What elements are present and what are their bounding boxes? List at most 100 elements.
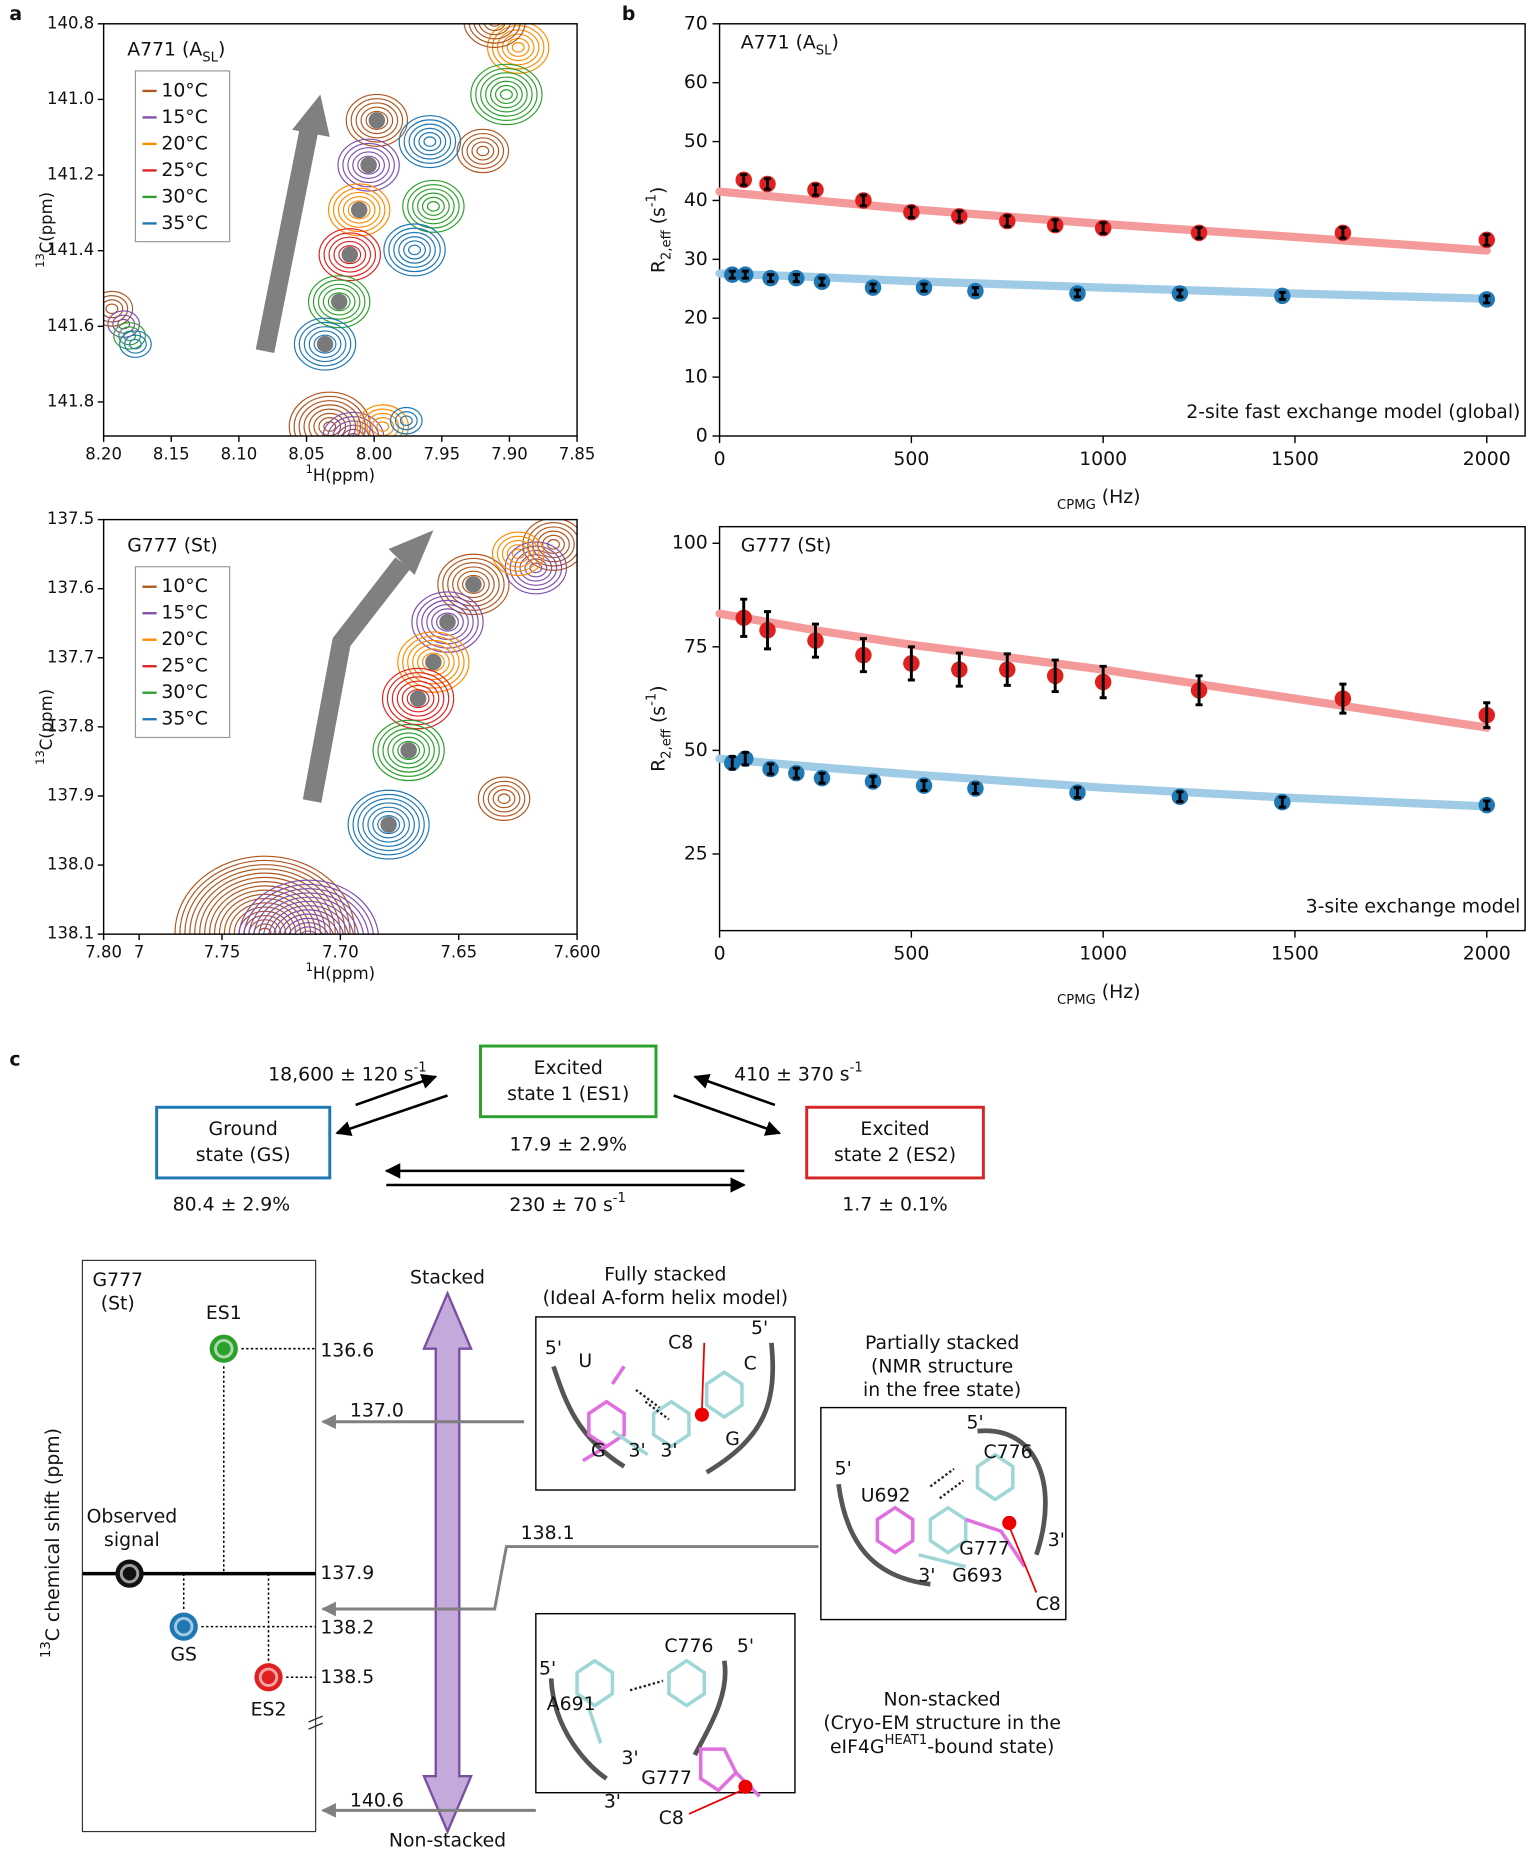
contour [288, 391, 371, 436]
contour [487, 784, 521, 813]
superscript: -1 [644, 693, 659, 706]
text-run: (Hz) [1096, 487, 1141, 508]
shift-diagram-layout [81, 1073, 1067, 1835]
contour [317, 283, 361, 320]
error-bar [1176, 288, 1184, 299]
contour [496, 29, 540, 66]
error-bar [1051, 658, 1059, 694]
error-bar [1099, 221, 1107, 235]
contour [376, 421, 390, 432]
error-bar [728, 269, 736, 280]
structure-caption: (NMR structure [871, 1356, 1013, 1377]
x-tick-label: 500 [893, 944, 929, 965]
arrow-shift: 138.1 [521, 1523, 575, 1544]
x-tick-label: 8.10 [221, 444, 258, 463]
contour [253, 923, 277, 935]
residue-tag: 5' [967, 1412, 984, 1433]
legend-label: 35°C [161, 213, 208, 234]
y-tick-label: 60 [684, 72, 708, 93]
contour [327, 183, 391, 237]
contour [332, 187, 386, 233]
contour [312, 279, 366, 324]
contour [360, 106, 394, 135]
superscript: HEAT1 [885, 1732, 928, 1747]
contour [398, 115, 462, 169]
shift-value: 138.2 [320, 1617, 374, 1638]
contour [313, 334, 337, 354]
residue-tag: C [744, 1354, 757, 1375]
contour [492, 789, 516, 809]
contour [228, 902, 302, 935]
contour [204, 881, 326, 935]
contour [398, 236, 431, 264]
contour [377, 723, 440, 777]
contour [303, 935, 315, 944]
text-run: G777 (St) [127, 535, 218, 556]
contour [345, 93, 409, 147]
error-bar [818, 276, 826, 287]
contour [342, 196, 376, 224]
spectrum-contours [174, 519, 578, 944]
residue-tag: G777 [959, 1538, 1010, 1559]
contour [418, 132, 442, 152]
contour [417, 648, 450, 676]
error-bar [811, 622, 820, 659]
contour [303, 326, 347, 363]
contour [362, 802, 415, 847]
contour [113, 322, 146, 350]
contour [407, 184, 460, 229]
residue-tag: 3' [629, 1441, 646, 1462]
x-tick-label: 1000 [1079, 449, 1127, 470]
contour [372, 810, 406, 839]
contour [389, 406, 423, 435]
shift-value: 136.6 [320, 1341, 374, 1362]
contour [488, 23, 501, 27]
structure-caption: Partially stacked [865, 1332, 1019, 1353]
residue-tag: C8 [1036, 1594, 1061, 1615]
x-tick-label: 8.20 [85, 444, 122, 463]
contour [209, 885, 321, 935]
plot-frame [102, 23, 578, 437]
contour [342, 142, 395, 188]
contour [103, 295, 129, 323]
contour [268, 905, 350, 935]
residue-tag: U692 [861, 1485, 911, 1506]
residue-tag: G [591, 1441, 606, 1462]
contour [397, 631, 470, 693]
text-run: (s [648, 706, 669, 729]
annotation: 2-site fast exchange model (global) [1186, 402, 1520, 423]
error-bar [1003, 652, 1011, 687]
error-bar [763, 177, 772, 191]
rate-constant: 18,600 ± 120 s-1 [268, 1060, 427, 1085]
peak-center [380, 816, 397, 833]
contour [403, 240, 426, 260]
contour [263, 900, 355, 935]
error-bar [920, 282, 928, 293]
contour [328, 236, 372, 273]
residue-tag: C8 [659, 1808, 684, 1829]
legend-label: 20°C [161, 133, 208, 154]
state-label: ES2 [251, 1700, 287, 1721]
state-name: state (GS) [196, 1145, 291, 1166]
trend-arrow-head [292, 94, 330, 137]
contour [426, 201, 440, 212]
contour [437, 553, 510, 616]
peak-center [439, 613, 456, 631]
contour [273, 909, 345, 935]
state-label: GS [170, 1644, 197, 1665]
contour [288, 922, 329, 935]
contour [347, 200, 371, 220]
state-marker-inner [174, 1616, 194, 1637]
contour [532, 526, 575, 563]
residue-tag: 5' [545, 1338, 562, 1359]
text-run: C(ppm) [37, 689, 56, 750]
residue-tag: G [725, 1429, 740, 1450]
text-run: 410 ± 370 s [734, 1064, 849, 1085]
contour [466, 137, 500, 165]
contour [506, 37, 530, 57]
y-tick-label: 30 [684, 249, 708, 270]
state-name: Excited [534, 1058, 603, 1079]
y-tick-label: 50 [684, 131, 708, 152]
contour [475, 67, 538, 121]
contour [124, 334, 147, 354]
